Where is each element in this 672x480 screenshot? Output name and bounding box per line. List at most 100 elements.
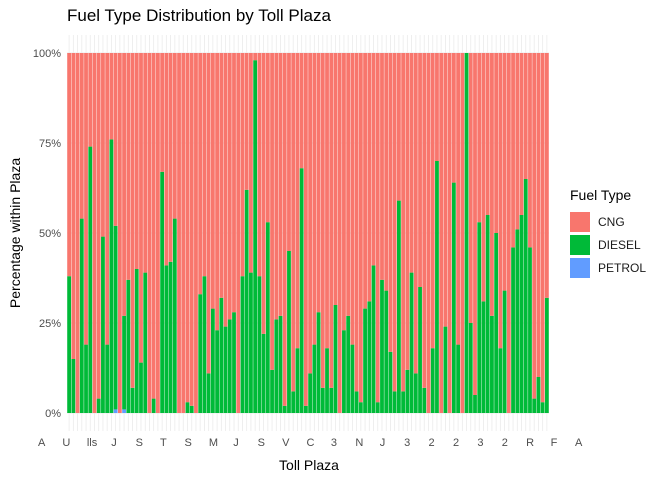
bar-cng: [92, 53, 97, 413]
bar-cng: [156, 53, 160, 413]
bar-cng: [354, 53, 359, 392]
bar-diesel: [67, 276, 72, 413]
bar-cng: [219, 53, 224, 298]
bar-diesel: [528, 247, 532, 413]
x-tick-label: C: [307, 437, 315, 449]
bar-cng: [122, 53, 126, 316]
bar-diesel: [240, 276, 245, 413]
bar-cng: [456, 53, 460, 345]
bar-cng: [287, 53, 291, 251]
x-tick-label: R: [526, 437, 534, 449]
bar-diesel: [375, 402, 380, 413]
y-tick-label: 75%: [39, 138, 61, 150]
bar-diesel: [139, 362, 143, 413]
bar-diesel: [468, 323, 473, 413]
bar-cng: [439, 53, 444, 413]
bar-diesel: [210, 308, 215, 413]
bar-diesel: [109, 139, 114, 413]
bar-diesel: [456, 344, 460, 413]
bar-cng: [485, 53, 490, 215]
bar-diesel: [502, 290, 507, 413]
bar-cng: [337, 53, 342, 413]
bar-cng: [160, 53, 165, 172]
x-tick-label: S: [136, 437, 143, 449]
bar-diesel: [126, 279, 131, 413]
bar-diesel: [223, 326, 228, 413]
bar-diesel: [270, 369, 274, 413]
bar-cng: [392, 53, 397, 392]
bar-cng: [409, 53, 414, 273]
bar-diesel: [134, 269, 139, 413]
bar-cng: [134, 53, 139, 269]
bar-cng: [168, 53, 173, 262]
bar-diesel: [511, 247, 515, 413]
bar-diesel: [202, 276, 207, 413]
bar-cng: [532, 53, 537, 399]
x-tick-label: V: [282, 437, 290, 449]
legend-title: Fuel Type: [570, 187, 632, 203]
x-tick-label: T: [160, 437, 167, 449]
bar-cng: [143, 53, 148, 273]
bar-cng: [139, 53, 143, 363]
bar-diesel: [443, 326, 448, 413]
bar-cng: [358, 53, 363, 403]
bar-cng: [181, 53, 186, 413]
bar-diesel: [261, 333, 266, 413]
bar-diesel: [392, 391, 397, 413]
legend-item: PETROL: [570, 257, 646, 279]
bar-diesel: [523, 179, 528, 413]
y-tick-label: 25%: [39, 318, 61, 330]
bar-diesel: [303, 405, 308, 413]
bar-diesel: [71, 359, 76, 413]
bar-diesel: [265, 222, 270, 413]
bar-cng: [249, 53, 253, 273]
x-tick-label: F: [551, 437, 558, 449]
legend-label: DIESEL: [598, 238, 641, 252]
bar-diesel: [320, 387, 325, 413]
bar-diesel: [350, 344, 355, 413]
x-tick-label: 3: [331, 437, 337, 449]
bar-diesel: [346, 315, 351, 413]
x-tick-label: J: [111, 437, 117, 449]
bar-diesel: [168, 261, 173, 413]
bar-cng: [117, 53, 122, 413]
bar-cng: [367, 53, 372, 302]
bar-diesel: [249, 272, 253, 413]
legend-swatch: [570, 212, 590, 232]
bar-cng: [511, 53, 515, 248]
bar-diesel: [198, 294, 203, 413]
bar-diesel: [185, 402, 190, 413]
bar-cng: [295, 53, 300, 349]
bar-diesel: [422, 387, 427, 413]
bar-cng: [544, 53, 549, 298]
bar-diesel: [101, 236, 105, 413]
x-axis-title: Toll Plaza: [279, 457, 339, 473]
bar-cng: [426, 53, 431, 413]
bar-diesel: [473, 395, 477, 413]
bar-cng: [346, 53, 351, 316]
bar-cng: [198, 53, 203, 295]
bar-cng: [329, 53, 334, 388]
bar-diesel: [358, 402, 363, 413]
bar-diesel: [494, 233, 499, 413]
bar-cng: [528, 53, 532, 248]
bar-cng: [515, 53, 520, 230]
bar-cng: [210, 53, 215, 309]
bar-diesel: [291, 391, 296, 413]
x-tick-label: U: [62, 437, 70, 449]
legend-swatch: [570, 258, 590, 278]
bar-cng: [422, 53, 427, 388]
bar-cng: [502, 53, 507, 291]
bar-cng: [490, 53, 494, 316]
bar-cng: [447, 53, 452, 413]
bar-cng: [506, 53, 511, 413]
bar-cng: [308, 53, 313, 374]
bar-cng: [397, 53, 401, 201]
bar-cng: [418, 53, 422, 287]
bar-cng: [105, 53, 110, 345]
bar-diesel: [481, 301, 486, 413]
bar-cng: [320, 53, 325, 388]
bar-diesel: [113, 225, 118, 410]
bar-cng: [151, 53, 156, 399]
bar-diesel: [435, 161, 439, 413]
